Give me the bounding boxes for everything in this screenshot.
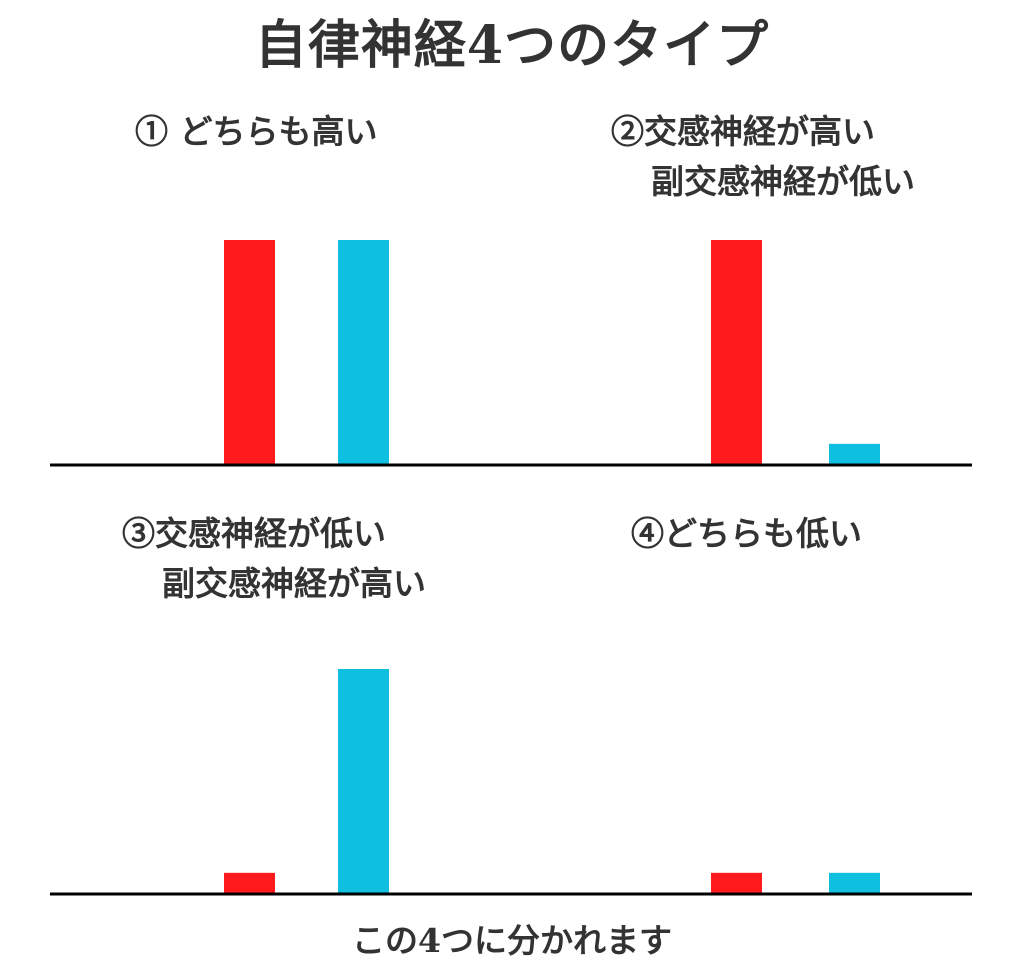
chart-4-bar-sympathetic (711, 872, 762, 893)
chart-3-bar-sympathetic (224, 872, 275, 893)
panel-4-label-line-1: ④どちらも低い (631, 514, 862, 553)
panel-2-label-line-2: 副交感神経が低い (651, 162, 915, 201)
chart-2-bar-sympathetic (711, 240, 762, 464)
chart-3-bar-parasympathetic (338, 669, 389, 893)
chart-1-bar-sympathetic (224, 240, 275, 464)
panel-4-label: ④どちらも低い (631, 509, 862, 559)
page-title: 自律神経4つのタイプ (254, 15, 770, 76)
panel-3-label-line-1: ③交感神経が低い (122, 514, 386, 553)
panel-1-label-line-1: ① どちらも高い (135, 112, 378, 151)
chart-4-bar-parasympathetic (829, 872, 880, 893)
panel-2-label-line-1: ②交感神経が高い (611, 112, 875, 151)
chart-2-bar-parasympathetic (829, 443, 880, 464)
panel-2-label: ②交感神経が高い 副交感神経が低い (611, 107, 915, 207)
panel-3-label-line-2: 副交感神経が高い (162, 564, 426, 603)
panel-3-label: ③交感神経が低い 副交感神経が高い (122, 509, 426, 609)
footer-caption: この4つに分かれます (352, 921, 672, 960)
chart-1-bar-parasympathetic (338, 240, 389, 464)
panel-1-label: ① どちらも高い (135, 107, 378, 157)
